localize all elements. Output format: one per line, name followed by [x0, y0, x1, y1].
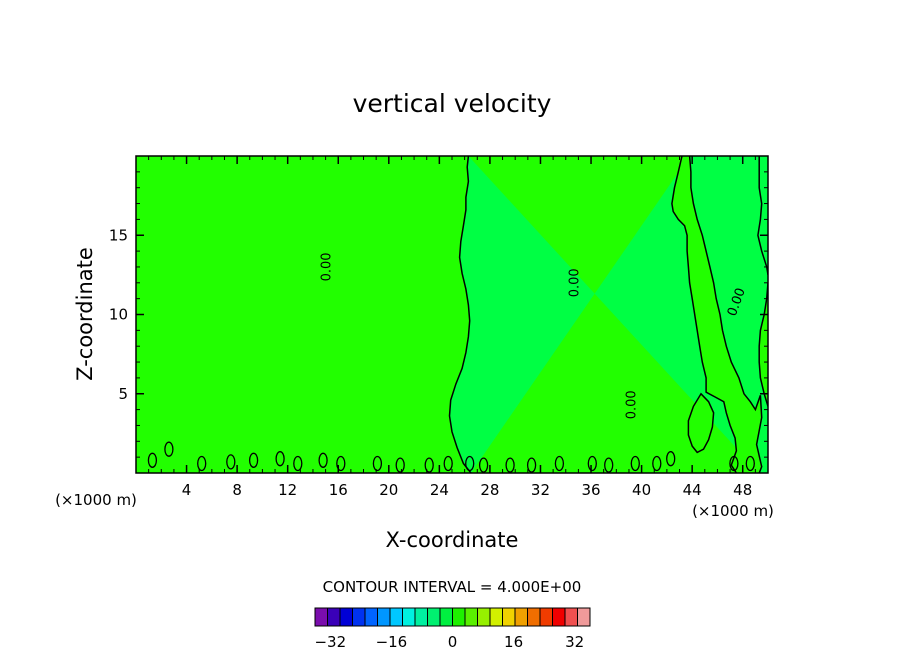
x-tick-label: 28 [480, 481, 499, 499]
surface-contour-cell [395, 457, 405, 473]
contour-label: 0.00 [567, 268, 582, 297]
surface-contour-cell [745, 455, 755, 472]
surface-contour-cell [729, 455, 739, 472]
x-tick-label: 32 [531, 481, 550, 499]
colorbar-swatch [427, 607, 441, 627]
x-tick-label: 44 [683, 481, 702, 499]
contour-interval-text: CONTOUR INTERVAL = 4.000E+00 [323, 578, 582, 596]
surface-contour-cell [164, 441, 174, 457]
x-tick-label: 8 [232, 481, 242, 499]
x-tick-label: 16 [329, 481, 348, 499]
colorbar-swatch [327, 607, 341, 627]
zero-contour-line [448, 156, 472, 473]
surface-contour-cell [630, 455, 640, 472]
x-tick-label: 36 [581, 481, 600, 499]
surface-contour-cell [478, 457, 489, 473]
x-unit-label-left: (×1000 m) [55, 491, 137, 509]
x-unit-label-right: (×1000 m) [692, 502, 774, 520]
surface-contour-cell [505, 457, 515, 473]
colorbar-swatch [452, 607, 466, 627]
colorbar-tick-labels: −32 −16 0 16 32 [314, 633, 584, 651]
surface-contour-cell [293, 455, 303, 472]
y-axis-ticks: 5 10 15 [109, 171, 768, 458]
colorbar-swatch [377, 607, 391, 627]
y-axis-label: Z-coordinate [73, 247, 97, 381]
surface-contour-cell [318, 452, 328, 468]
colorbar-swatch [489, 607, 503, 627]
colorbar-tick-label: 0 [448, 633, 458, 651]
surface-contour-cell [275, 451, 285, 467]
y-tick-label: 5 [118, 385, 128, 403]
surface-contour-cell [465, 455, 475, 472]
surface-contour-cell [248, 452, 259, 468]
surface-contour-cell [197, 455, 207, 472]
positive-islands [671, 156, 762, 473]
colorbar-swatch [577, 607, 591, 627]
colorbar-tick-label: −16 [376, 633, 408, 651]
chart-title: vertical velocity [353, 89, 552, 118]
zero-contour-line [834, 156, 901, 452]
colorbar-swatch [352, 607, 366, 627]
surface-contour-cell [147, 452, 158, 468]
plot-area [136, 156, 901, 473]
colorbar-tick-label: 32 [565, 633, 584, 651]
colorbar [314, 607, 591, 627]
colorbar-swatch [439, 607, 453, 627]
surface-contour-cell [604, 457, 614, 473]
negative-band-center [449, 156, 762, 473]
zero-contours [448, 156, 901, 473]
x-tick-label: 48 [733, 481, 752, 499]
surface-contour-cells [147, 441, 755, 473]
colorbar-swatch [402, 607, 416, 627]
x-tick-label: 24 [430, 481, 449, 499]
colorbar-swatch [314, 607, 328, 627]
colorbar-swatch [539, 607, 553, 627]
y-tick-label: 15 [109, 226, 128, 244]
colorbar-swatch [364, 607, 378, 627]
colorbar-tick-label: 16 [504, 633, 523, 651]
x-axis-ticks: 4 8 12 16 20 24 28 32 36 40 44 48 [148, 156, 756, 499]
zero-contour-line [671, 156, 738, 473]
positive-island [671, 156, 762, 473]
colorbar-swatch [514, 607, 528, 627]
colorbar-swatch [389, 607, 403, 627]
colorbar-swatch [502, 607, 516, 627]
colorbar-swatch [564, 607, 578, 627]
surface-contour-cell [554, 455, 565, 472]
surface-contour-cell [336, 455, 346, 472]
zero-contour-line [687, 392, 715, 454]
colorbar-swatch [477, 607, 491, 627]
contour-labels: 0.000.000.000.00 [320, 252, 749, 419]
surface-contour-cell [372, 455, 383, 472]
positive-island [688, 393, 714, 453]
x-axis-label: X-coordinate [386, 528, 519, 552]
contour-label: 0.00 [320, 252, 335, 281]
zero-contour-line [688, 156, 763, 473]
surface-contour-cell [587, 455, 597, 472]
y-tick-label: 10 [109, 306, 128, 324]
x-tick-label: 20 [379, 481, 398, 499]
x-tick-label: 40 [632, 481, 651, 499]
colorbar-swatch [552, 607, 566, 627]
x-tick-label: 4 [182, 481, 192, 499]
zero-contour-line [757, 156, 768, 276]
colorbar-swatch [414, 607, 428, 627]
colorbar-swatch [464, 607, 478, 627]
colorbar-swatch [339, 607, 353, 627]
negative-band-right [689, 156, 768, 473]
surface-contour-cell [226, 454, 236, 470]
surface-contour-cell [443, 455, 453, 472]
colorbar-tick-label: −32 [314, 633, 346, 651]
contour-label: 0.00 [624, 390, 639, 419]
surface-contour-cell [652, 455, 662, 472]
colorbar-swatch [527, 607, 541, 627]
x-tick-label: 12 [278, 481, 297, 499]
surface-contour-cell [424, 457, 434, 473]
surface-contour-cell [526, 457, 537, 473]
surface-contour-cell [666, 451, 676, 467]
zero-contour-line [758, 282, 768, 407]
